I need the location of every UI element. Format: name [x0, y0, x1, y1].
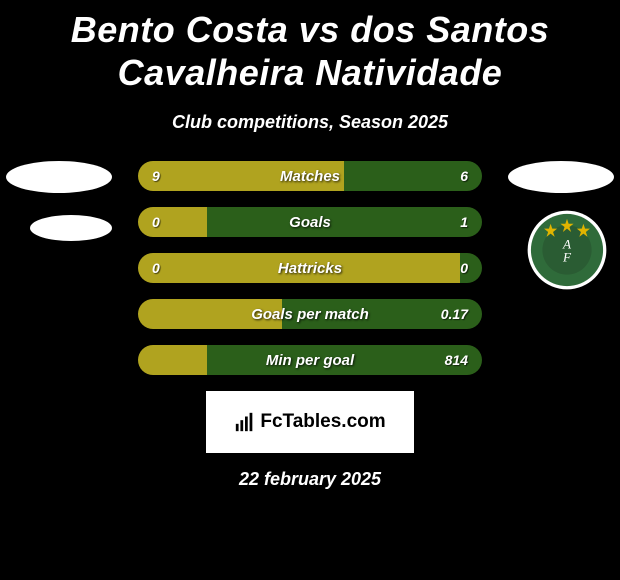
stat-right-value: 6: [344, 161, 482, 191]
stat-left-value: 9: [138, 161, 344, 191]
stat-right-value: 1: [207, 207, 482, 237]
stat-row: 00Hattricks: [138, 253, 482, 283]
comparison-chart: A F 96Matches 01Goals 00Hattricks 0.17Goals…: [0, 161, 620, 375]
stat-left-value: [138, 345, 207, 375]
stat-left-value: 0: [138, 207, 207, 237]
player-right-avatar: [508, 161, 614, 193]
stat-left-value: 0: [138, 253, 460, 283]
brand-text: FcTables.com: [260, 411, 385, 433]
stat-right-value: 814: [207, 345, 482, 375]
footer-date: 22 february 2025: [0, 469, 620, 490]
stat-row: 96Matches: [138, 161, 482, 191]
brand-logo: FcTables.com: [206, 391, 414, 453]
svg-text:F: F: [562, 250, 572, 265]
stat-right-value: 0: [460, 253, 482, 283]
stat-row: 0.17Goals per match: [138, 299, 482, 329]
stat-row: 01Goals: [138, 207, 482, 237]
team-right-badge: A F: [526, 209, 608, 291]
subtitle: Club competitions, Season 2025: [0, 112, 620, 133]
page-title: Bento Costa vs dos Santos Cavalheira Nat…: [0, 0, 620, 94]
stat-bars: 96Matches 01Goals 00Hattricks 0.17Goals per…: [138, 161, 482, 375]
stat-row: 814Min per goal: [138, 345, 482, 375]
chart-icon: [234, 411, 256, 433]
player-left-avatar: [6, 161, 112, 193]
stat-left-value: [138, 299, 282, 329]
stat-right-value: 0.17: [282, 299, 482, 329]
team-left-badge: [30, 215, 112, 241]
